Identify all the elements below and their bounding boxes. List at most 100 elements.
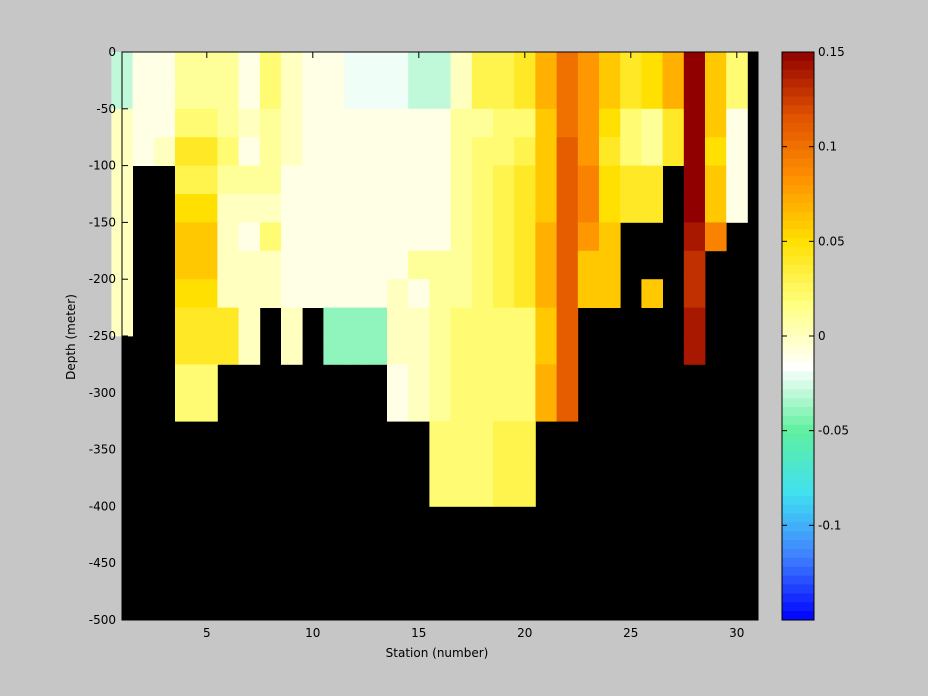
heatmap-cell	[429, 392, 451, 422]
colorbar-swatch	[782, 513, 814, 523]
heatmap-cell	[683, 336, 706, 365]
colorbar-swatch	[782, 131, 814, 142]
heatmap-cell	[577, 194, 600, 223]
heatmap-cell	[429, 478, 451, 507]
heatmap-cell	[302, 52, 324, 81]
heatmap-cell	[471, 108, 494, 138]
heatmap-cell	[408, 222, 430, 252]
heatmap-cell	[387, 165, 409, 195]
heatmap-cell	[641, 80, 663, 110]
heatmap-cell	[238, 336, 261, 365]
heatmap-cell	[450, 364, 473, 394]
colorbar-swatch	[782, 60, 814, 71]
heatmap-cell	[683, 137, 706, 166]
heatmap-cell	[238, 279, 261, 308]
heatmap-cell	[175, 307, 197, 337]
heatmap-cell	[493, 108, 515, 138]
heatmap-cell	[705, 165, 727, 195]
heatmap-cell	[238, 194, 261, 223]
heatmap-cell	[641, 194, 663, 223]
heatmap-cell	[514, 478, 536, 507]
heatmap-cell	[217, 307, 239, 337]
heatmap-cell	[408, 165, 430, 195]
y-tick-label: -350	[89, 443, 116, 457]
heatmap-cell	[365, 52, 388, 81]
heatmap-cell	[217, 108, 239, 138]
colorbar-swatch	[782, 256, 814, 266]
colorbar-swatch	[782, 220, 814, 231]
heatmap-cell	[302, 194, 324, 223]
heatmap-cell	[429, 137, 451, 166]
heatmap-cell	[556, 108, 579, 138]
heatmap-cell	[577, 250, 600, 280]
colorbar-tick-label: -0.05	[818, 424, 849, 438]
heatmap-cell	[344, 222, 367, 252]
heatmap-cell	[344, 279, 367, 308]
heatmap-cell	[365, 336, 388, 365]
x-axis-label: Station (number)	[386, 646, 489, 660]
y-axis-label: Depth (meter)	[64, 294, 78, 380]
heatmap-cell	[238, 52, 261, 81]
heatmap-cell	[450, 279, 473, 308]
y-tick-label: 0	[108, 45, 116, 59]
heatmap-cell	[535, 307, 557, 337]
heatmap-cell	[259, 222, 282, 252]
heatmap-cell	[217, 222, 239, 252]
heatmap-cell	[450, 222, 473, 252]
heatmap-cell	[387, 279, 409, 308]
heatmap-cell	[683, 108, 706, 138]
heatmap-cell	[344, 80, 367, 110]
heatmap-cell	[683, 165, 706, 195]
heatmap-cell	[259, 250, 282, 280]
heatmap-cell	[514, 137, 536, 166]
heatmap-cell	[217, 194, 239, 223]
colorbar-swatch	[782, 185, 814, 195]
heatmap-cell	[620, 80, 642, 110]
heatmap-cell	[726, 137, 748, 166]
colorbar-swatch	[782, 140, 814, 151]
y-tick-label: -100	[89, 159, 116, 173]
heatmap-cell	[344, 336, 367, 365]
colorbar-swatch	[782, 282, 814, 293]
colorbar-swatch	[782, 495, 814, 506]
heatmap-cell	[238, 137, 261, 166]
heatmap-cell	[450, 336, 473, 365]
heatmap-cell	[535, 108, 557, 138]
heatmap-cell	[556, 80, 579, 110]
heatmap-cell	[514, 421, 536, 450]
heatmap-cell	[662, 108, 685, 138]
heatmap-cell	[620, 165, 642, 195]
heatmap-cell	[577, 222, 600, 252]
heatmap-cell	[535, 165, 557, 195]
heatmap-cell	[387, 194, 409, 223]
heatmap-cell	[281, 336, 303, 365]
heatmap-cell	[493, 80, 515, 110]
heatmap-cell	[471, 279, 494, 308]
heatmap-cell	[323, 222, 345, 252]
x-tick-label: 5	[203, 626, 211, 640]
heatmap-cell	[302, 250, 324, 280]
heatmap-cell	[323, 52, 345, 81]
colorbar-swatch	[782, 451, 814, 461]
heatmap-cell	[217, 52, 239, 81]
colorbar-swatch	[782, 318, 814, 328]
heatmap-cell	[281, 194, 303, 223]
colorbar-swatch	[782, 291, 814, 302]
x-tick-label: 15	[411, 626, 426, 640]
heatmap-cell	[450, 478, 473, 507]
colorbar-swatch	[782, 584, 814, 594]
colorbar-swatch	[782, 327, 814, 337]
heatmap-cell	[514, 307, 536, 337]
heatmap-cell	[493, 336, 515, 365]
heatmap-cell	[365, 307, 388, 337]
heatmap-cell	[217, 137, 239, 166]
heatmap-cell	[323, 165, 345, 195]
heatmap-cell	[217, 165, 239, 195]
heatmap-cell	[344, 307, 367, 337]
heatmap-cell	[344, 108, 367, 138]
heatmap-cell	[493, 392, 515, 422]
heatmap-cell	[387, 222, 409, 252]
heatmap-cell	[641, 108, 663, 138]
heatmap-cell	[429, 194, 451, 223]
y-tick-label: -200	[89, 272, 116, 286]
